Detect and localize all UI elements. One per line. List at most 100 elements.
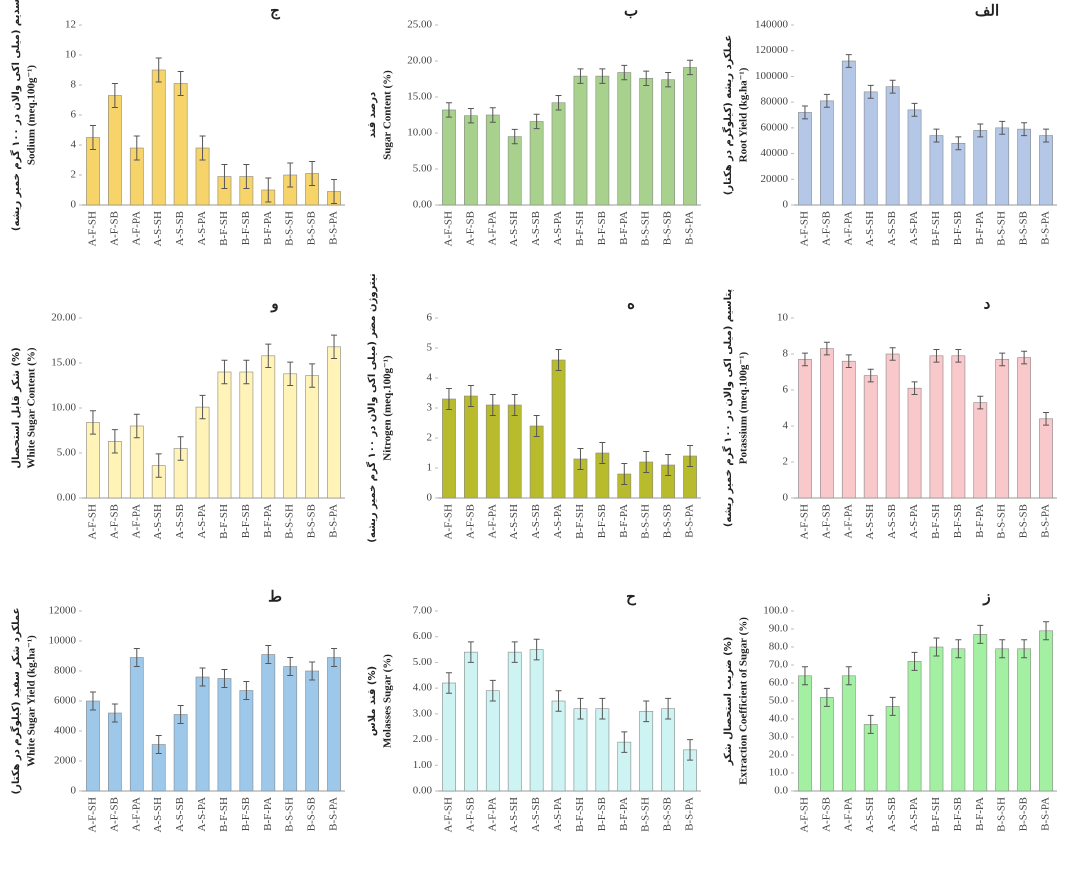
error-bar [643, 700, 650, 723]
y-tick-label: 10 [65, 49, 77, 61]
bar [951, 355, 966, 499]
error-bar [977, 395, 984, 410]
x-tick-label: B-S-SH [284, 504, 296, 539]
x-tick-label: B-S-PA [1040, 504, 1052, 538]
x-tick-label: B-F-SB [240, 797, 252, 831]
error-bar [1043, 412, 1050, 426]
error-bar [489, 394, 496, 416]
x-tick-label: B-S-SH [996, 504, 1008, 539]
x-tick-label: A-F-SH [798, 211, 810, 247]
y-tick-label: 25.00 [407, 19, 432, 31]
x-tick-label: A-F-SH [798, 797, 810, 833]
x-tick-label: A-S-PA [908, 211, 920, 245]
error-bar [665, 454, 672, 476]
error-bar [445, 672, 452, 694]
error-bar [89, 410, 96, 435]
x-tick-label: B-F-SH [218, 797, 230, 832]
x-tick-label: B-S-SB [662, 211, 674, 245]
x-tick-label: A-F-SB [464, 504, 476, 539]
x-tick-label: B-F-PA [974, 797, 986, 831]
x-tick-label: A-F-SB [108, 211, 120, 246]
x-tick-label: A-S-SH [864, 797, 876, 833]
bar [261, 355, 276, 499]
x-tick-label: B-F-PA [974, 504, 986, 538]
bar [173, 714, 188, 792]
x-tick-label: B-F-SB [952, 797, 964, 831]
x-tick-label: A-F-SH [798, 504, 810, 540]
chart-title: ج [270, 3, 280, 19]
bar [1039, 135, 1053, 206]
x-tick-label: B-F-SB [240, 211, 252, 245]
error-bar [867, 714, 874, 734]
bar [442, 682, 456, 792]
x-tick-label: B-S-PA [328, 797, 340, 831]
error-bar [511, 394, 518, 416]
y-tick-label: 0 [71, 785, 77, 797]
x-tick-label: B-S-PA [328, 211, 340, 245]
x-tick-label: B-S-SB [1018, 797, 1030, 831]
bar [463, 651, 478, 792]
x-tick-label: A-F-SB [820, 504, 832, 539]
y-tick-label: 6000 [54, 695, 77, 707]
error-bar [111, 429, 118, 454]
y-tick-label: 2 [427, 432, 433, 444]
bar [595, 708, 610, 792]
error-bar [889, 696, 896, 716]
bar [819, 348, 834, 499]
error-bar [889, 347, 896, 361]
error-bar [577, 448, 584, 470]
y-tick-label: 15.00 [51, 357, 76, 369]
bar [305, 670, 319, 792]
error-bar [287, 361, 294, 386]
bar [929, 355, 944, 499]
bar [841, 360, 856, 499]
x-tick-label: A-F-SB [464, 797, 476, 832]
error-bar [801, 105, 808, 120]
bar [929, 135, 944, 206]
error-bar [621, 64, 628, 81]
bar [173, 83, 188, 206]
x-tick-label: B-S-SH [640, 211, 652, 246]
error-bar [331, 648, 338, 667]
x-tick-label: A-S-SB [886, 504, 898, 539]
x-tick-label: B-F-SH [218, 211, 230, 246]
x-tick-label: A-F-PA [130, 504, 142, 538]
y-tick-label: 70.0 [769, 659, 789, 671]
error-bar [243, 681, 250, 700]
error-bar [199, 394, 206, 420]
error-bar [955, 136, 962, 151]
bar [951, 142, 966, 206]
bar [463, 395, 478, 499]
error-bar [823, 93, 830, 108]
bar [195, 406, 210, 499]
x-tick-label: B-S-PA [328, 504, 340, 538]
error-bar [533, 638, 540, 661]
error-bar [555, 95, 562, 111]
error-bar [89, 125, 96, 150]
error-bar [933, 349, 940, 363]
y-axis-label: Sugar Content (%) [382, 70, 394, 160]
y-tick-label: 40000 [761, 147, 789, 159]
error-bar [845, 666, 852, 686]
bar [327, 346, 341, 499]
y-tick-label: 0.00 [413, 785, 433, 797]
y-axis-label: White Sugar Content (%) [26, 347, 38, 468]
bar [529, 649, 544, 792]
chart-title: د [984, 296, 991, 312]
x-tick-label: A-S-SB [530, 797, 542, 832]
y-tick-label: 6.00 [413, 630, 433, 642]
bar [885, 706, 900, 792]
bar [995, 127, 1010, 206]
x-tick-label: B-S-PA [684, 797, 696, 831]
x-tick-label: B-F-SH [930, 504, 942, 539]
x-tick-label: A-S-SB [174, 211, 186, 246]
bar [108, 95, 122, 206]
bar [995, 359, 1010, 499]
y-axis-label-fa: عملکرد شکر سفید (کیلوگرم در هکتار) [9, 608, 22, 795]
bar [841, 675, 856, 792]
error-bar [977, 624, 984, 644]
y-tick-label: 10000 [49, 635, 77, 647]
error-bar [955, 639, 962, 659]
x-tick-label: A-F-PA [486, 211, 498, 245]
y-tick-label: 100.0 [763, 605, 788, 617]
